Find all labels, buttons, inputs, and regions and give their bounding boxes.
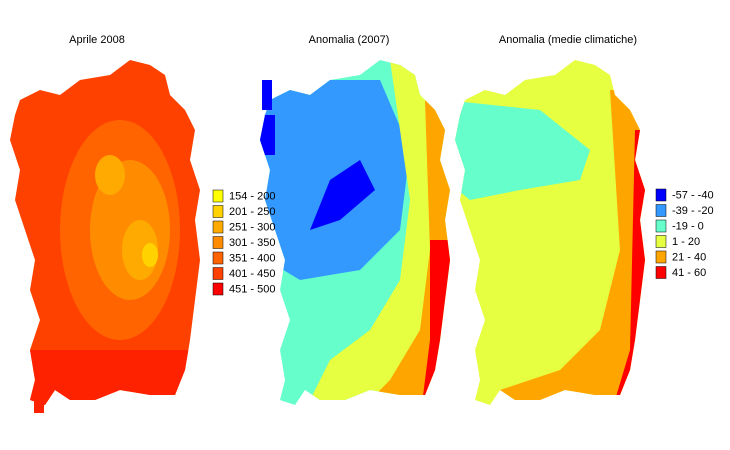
legend-swatch (212, 236, 224, 249)
legend-label: 351 - 400 (229, 252, 275, 264)
legend-swatch (655, 219, 667, 233)
island (34, 395, 44, 413)
legend-label: 41 - 60 (672, 267, 706, 279)
legend-swatch (212, 251, 224, 265)
legend-label: 251 - 300 (229, 221, 275, 233)
legend-swatch (655, 266, 667, 279)
legend-label: -19 - 0 (672, 220, 704, 232)
legend-label: 451 - 500 (229, 283, 275, 295)
legend-swatch (655, 235, 667, 248)
legend-swatch (212, 205, 224, 218)
legend-label: -57 - -40 (672, 189, 714, 201)
island (262, 80, 272, 110)
legend-swatch (655, 250, 667, 264)
legend-label: 154 - 200 (229, 190, 275, 202)
titles: Aprile 2008 Anomalia (2007) Anomalia (me… (69, 34, 637, 46)
legend-label: 1 - 20 (672, 236, 700, 248)
map-title: Anomalia (2007) (309, 34, 390, 46)
legend-swatch (212, 282, 224, 296)
legend: -57 - -40 -39 - -20 -19 - 0 1 - 20 21 - 40 41… (655, 188, 714, 279)
map-aprile (10, 60, 200, 405)
legend-label: 201 - 250 (229, 206, 275, 218)
legend-label: 21 - 40 (672, 251, 706, 263)
legend-swatch (212, 267, 224, 280)
legend-swatch (655, 188, 667, 202)
legend-label: 401 - 450 (229, 268, 275, 280)
legend-swatch (655, 204, 667, 217)
legend-swatch (212, 189, 224, 203)
map-anomalia-2007 (260, 60, 450, 405)
legend: 154 - 200 201 - 250 251 - 300 301 - 350 351 … (212, 189, 275, 296)
legend-swatch (212, 220, 224, 234)
map-anomalia-medie (455, 60, 645, 405)
legend-label: 301 - 350 (229, 237, 275, 249)
map-title: Aprile 2008 (69, 34, 125, 46)
map-title: Anomalia (medie climatiche) (499, 34, 637, 46)
legend-label: -39 - -20 (672, 205, 714, 217)
